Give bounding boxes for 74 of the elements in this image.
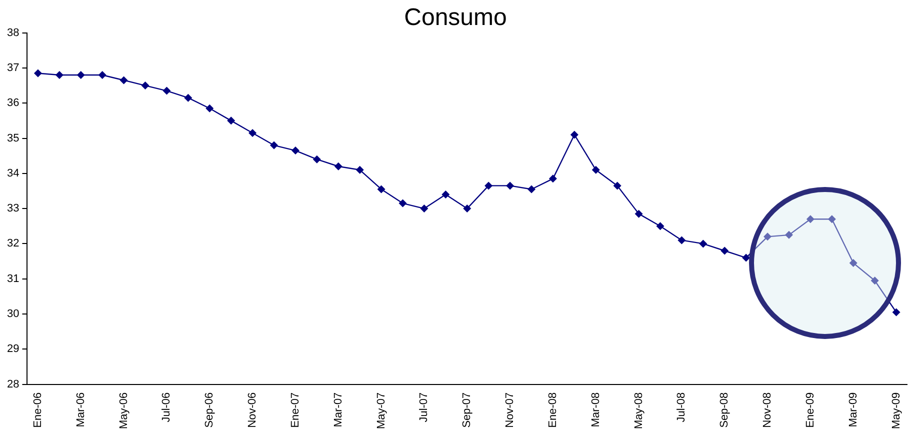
point — [613, 182, 622, 190]
x-tick-label: Ene-09 — [804, 392, 816, 428]
point — [634, 210, 643, 218]
point — [849, 259, 858, 268]
point — [55, 70, 64, 79]
point — [678, 236, 686, 244]
x-tick-label: Ene-06 — [32, 392, 44, 428]
y-tick-label: 33 — [6, 202, 20, 215]
point — [720, 246, 729, 255]
x-tick-label: Jul-06 — [160, 392, 173, 422]
point — [291, 146, 300, 155]
x-tick-label: Ene-07 — [289, 392, 302, 428]
point — [592, 166, 600, 174]
x-tick-label: Sep-07 — [461, 392, 474, 428]
x-tick-label: Ene-08 — [546, 392, 559, 428]
point — [784, 230, 793, 239]
x-tick-label: May-07 — [375, 392, 388, 430]
y-tick-label: 28 — [6, 378, 20, 390]
x-tick-label: Nov-08 — [762, 392, 774, 428]
point — [162, 86, 171, 95]
y-tick-label: 32 — [6, 238, 20, 250]
point — [206, 104, 214, 112]
point — [98, 70, 106, 79]
point — [141, 82, 150, 90]
point — [484, 182, 493, 190]
x-tick-label: Mar-09 — [847, 392, 860, 428]
x-tick-label: Jul-08 — [676, 392, 688, 422]
point — [312, 155, 321, 164]
y-tick-label: 29 — [6, 343, 20, 356]
y-tick-label: 35 — [6, 132, 20, 144]
point — [527, 185, 536, 194]
point — [463, 204, 472, 213]
point — [248, 128, 257, 137]
y-tick-label: 38 — [6, 26, 20, 39]
point — [442, 190, 450, 198]
y-tick-label: 30 — [6, 308, 20, 320]
x-tick-label: Mar-08 — [590, 392, 602, 428]
point — [334, 162, 342, 170]
point — [892, 308, 900, 316]
x-tick-label: May-08 — [632, 392, 645, 430]
point — [270, 141, 278, 150]
x-tick-label: Nov-06 — [246, 392, 259, 428]
point — [420, 204, 428, 213]
point — [828, 215, 836, 224]
x-tick-label: May-09 — [890, 392, 902, 430]
x-tick-label: Sep-08 — [718, 392, 731, 428]
point — [656, 222, 664, 230]
y-tick-label: 36 — [6, 97, 20, 110]
point — [120, 76, 128, 84]
point — [806, 215, 814, 224]
x-tick-label: Mar-06 — [74, 392, 87, 428]
x-tick-label: Nov-07 — [504, 392, 516, 428]
point — [34, 69, 42, 78]
point — [76, 70, 85, 79]
point — [506, 182, 514, 190]
point — [570, 130, 578, 139]
point — [227, 116, 236, 125]
point — [764, 232, 772, 241]
y-tick-label: 31 — [6, 272, 20, 285]
point — [377, 185, 386, 194]
point — [398, 199, 407, 208]
point — [699, 240, 708, 248]
x-tick-label: Jul-07 — [418, 392, 430, 422]
point — [870, 276, 879, 285]
y-tick-label: 34 — [6, 167, 20, 180]
point — [742, 254, 750, 262]
point — [548, 174, 557, 183]
x-tick-label: Sep-06 — [204, 392, 216, 428]
point — [184, 94, 192, 102]
point — [356, 166, 364, 174]
x-tick-label: May-06 — [118, 392, 130, 430]
y-tick-label: 37 — [6, 62, 20, 74]
chart-title: Consumo — [404, 4, 507, 32]
x-tick-label: Mar-07 — [332, 392, 344, 428]
